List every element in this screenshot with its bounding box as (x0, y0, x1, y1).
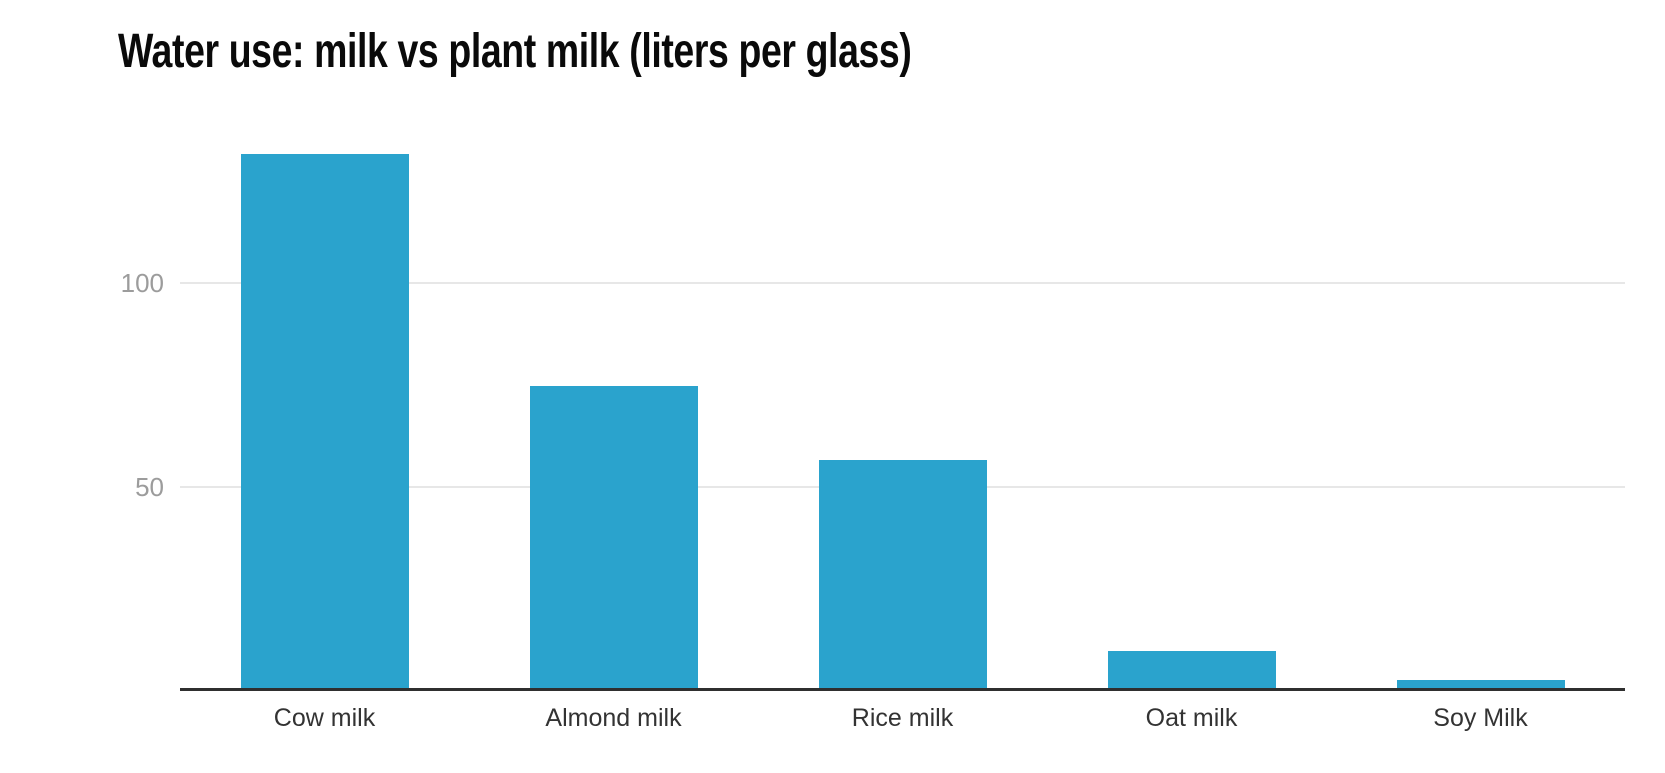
x-label-cow-milk: Cow milk (273, 704, 376, 732)
x-label-rice-milk: Rice milk (851, 704, 954, 732)
x-label-soy-milk: Soy Milk (1433, 704, 1528, 732)
x-label-oat-milk: Oat milk (1145, 704, 1238, 732)
bar-cow-milk (240, 153, 409, 688)
bar-rice-milk (818, 459, 987, 688)
bar-almond-milk (529, 386, 698, 688)
chart-title: Water use: milk vs plant milk (liters pe… (118, 25, 912, 78)
bars-layer (180, 130, 1625, 691)
y-tick-label-100: 100 (120, 268, 164, 298)
bar-oat-milk (1107, 651, 1276, 688)
x-axis-line (180, 688, 1625, 691)
x-axis-labels: Cow milk Almond milk Rice milk Oat milk Soy … (180, 130, 1625, 732)
y-axis-tick-labels: 50 100 (121, 130, 1625, 691)
bar-soy-milk (1396, 679, 1565, 688)
x-label-almond-milk: Almond milk (545, 704, 682, 732)
y-tick-label-50: 50 (135, 472, 164, 502)
gridline-100 (180, 282, 1625, 284)
plot-area: 50 100 Cow milk Almond milk Rice milk Oat mi… (121, 130, 1625, 732)
